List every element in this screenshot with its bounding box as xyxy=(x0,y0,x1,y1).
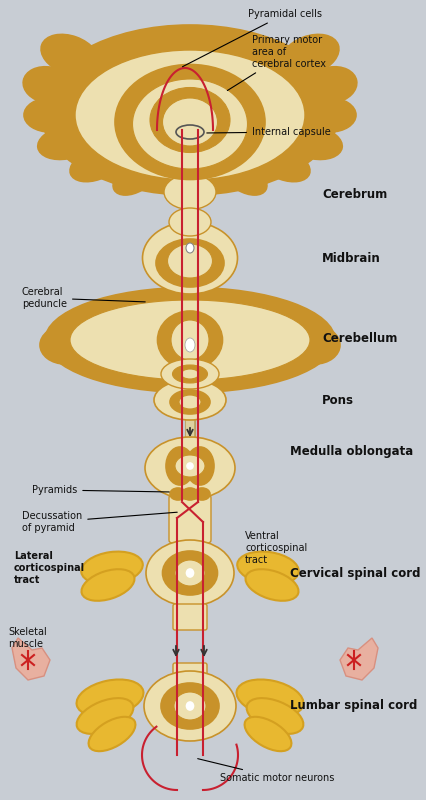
Text: Pyramids: Pyramids xyxy=(32,485,169,495)
Ellipse shape xyxy=(77,679,144,717)
FancyBboxPatch shape xyxy=(169,495,211,543)
Text: Skeletal
muscle: Skeletal muscle xyxy=(8,627,47,650)
Ellipse shape xyxy=(187,569,193,577)
Ellipse shape xyxy=(45,287,335,393)
Ellipse shape xyxy=(171,320,209,360)
Ellipse shape xyxy=(161,359,219,389)
Text: Somatic motor neurons: Somatic motor neurons xyxy=(198,758,334,783)
Ellipse shape xyxy=(223,161,267,195)
Ellipse shape xyxy=(186,243,194,253)
Ellipse shape xyxy=(245,570,299,601)
Ellipse shape xyxy=(89,717,135,751)
Ellipse shape xyxy=(194,488,210,500)
Ellipse shape xyxy=(162,98,218,146)
Ellipse shape xyxy=(144,671,236,741)
Ellipse shape xyxy=(40,326,90,364)
Ellipse shape xyxy=(170,488,186,500)
Text: Cerebellum: Cerebellum xyxy=(322,331,397,345)
Ellipse shape xyxy=(265,310,325,354)
Ellipse shape xyxy=(115,65,265,179)
Ellipse shape xyxy=(154,380,226,420)
Ellipse shape xyxy=(75,50,305,180)
Ellipse shape xyxy=(187,702,193,710)
Ellipse shape xyxy=(307,66,357,103)
Ellipse shape xyxy=(81,570,135,601)
Ellipse shape xyxy=(288,126,342,159)
Ellipse shape xyxy=(179,395,201,409)
Ellipse shape xyxy=(236,679,303,717)
Ellipse shape xyxy=(55,310,115,354)
Ellipse shape xyxy=(77,698,133,734)
Ellipse shape xyxy=(290,326,340,364)
Ellipse shape xyxy=(175,560,205,586)
Ellipse shape xyxy=(40,25,340,195)
Ellipse shape xyxy=(38,126,92,159)
Ellipse shape xyxy=(146,540,234,606)
Ellipse shape xyxy=(164,174,216,210)
Ellipse shape xyxy=(41,34,99,75)
Ellipse shape xyxy=(185,338,195,352)
Ellipse shape xyxy=(260,148,310,182)
Ellipse shape xyxy=(237,551,299,585)
Ellipse shape xyxy=(247,698,303,734)
Ellipse shape xyxy=(166,447,194,485)
Ellipse shape xyxy=(113,161,157,195)
Ellipse shape xyxy=(23,66,73,103)
Ellipse shape xyxy=(70,300,310,380)
Ellipse shape xyxy=(281,34,339,75)
Text: Pons: Pons xyxy=(322,394,354,406)
Ellipse shape xyxy=(245,717,291,751)
Text: Cerebral
peduncle: Cerebral peduncle xyxy=(22,287,145,309)
Text: Pyramidal cells: Pyramidal cells xyxy=(182,9,322,66)
Ellipse shape xyxy=(257,343,313,373)
Ellipse shape xyxy=(132,79,248,169)
Ellipse shape xyxy=(304,98,356,132)
Text: Decussation
of pyramid: Decussation of pyramid xyxy=(22,511,177,533)
FancyBboxPatch shape xyxy=(173,663,207,697)
Text: Primary motor
area of
cerebral cortex: Primary motor area of cerebral cortex xyxy=(227,35,326,90)
Ellipse shape xyxy=(167,244,213,278)
Ellipse shape xyxy=(67,343,123,373)
Text: Internal capsule: Internal capsule xyxy=(207,127,331,137)
Text: Cervical spinal cord: Cervical spinal cord xyxy=(290,566,420,579)
Ellipse shape xyxy=(182,488,198,500)
Ellipse shape xyxy=(170,390,210,414)
FancyBboxPatch shape xyxy=(173,604,207,630)
Ellipse shape xyxy=(173,365,207,383)
Text: Midbrain: Midbrain xyxy=(322,251,381,265)
Ellipse shape xyxy=(150,87,230,153)
Ellipse shape xyxy=(174,692,206,720)
Ellipse shape xyxy=(145,437,235,499)
Ellipse shape xyxy=(186,447,214,485)
Ellipse shape xyxy=(175,455,205,477)
Polygon shape xyxy=(340,638,378,680)
Ellipse shape xyxy=(161,683,219,729)
Text: Lumbar spinal cord: Lumbar spinal cord xyxy=(290,699,417,713)
Ellipse shape xyxy=(169,208,211,236)
Ellipse shape xyxy=(181,369,199,379)
Ellipse shape xyxy=(24,98,76,132)
Ellipse shape xyxy=(143,222,238,294)
Text: Cerebrum: Cerebrum xyxy=(322,189,387,202)
Ellipse shape xyxy=(81,551,143,585)
Ellipse shape xyxy=(158,311,222,369)
Ellipse shape xyxy=(156,239,224,287)
Text: Lateral
corticospinal
tract: Lateral corticospinal tract xyxy=(14,550,85,586)
Polygon shape xyxy=(12,638,50,680)
Text: Medulla oblongata: Medulla oblongata xyxy=(290,446,413,458)
Ellipse shape xyxy=(187,463,193,469)
Ellipse shape xyxy=(70,148,120,182)
Ellipse shape xyxy=(162,551,218,595)
Text: Ventral
corticospinal
tract: Ventral corticospinal tract xyxy=(245,530,307,566)
